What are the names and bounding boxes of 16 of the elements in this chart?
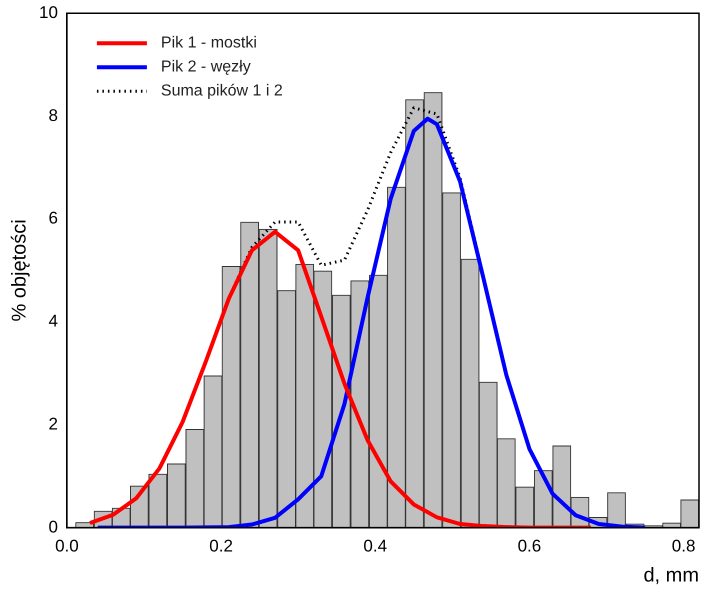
x-tick-label: 0.8: [672, 536, 696, 556]
y-tick-label: 10: [38, 2, 58, 22]
y-tick-label: 8: [48, 106, 58, 125]
y-tick-label: 6: [48, 208, 58, 228]
legend-label: Pik 1 - mostki: [160, 34, 257, 52]
legend-label: Pik 2 - węzły: [160, 58, 251, 76]
x-tick-label: 0.2: [209, 536, 233, 556]
y-axis-title: % objętości: [8, 219, 31, 322]
x-tick-label: 0.6: [518, 536, 542, 556]
y-tick-label: 4: [48, 312, 58, 331]
x-axis-title: d, mm: [643, 564, 699, 587]
x-tick-label: 0.0: [55, 536, 79, 556]
y-tick-label: 2: [48, 414, 58, 434]
y-tick-label: 0: [48, 517, 58, 536]
x-tick-label: 0.4: [363, 536, 388, 556]
legend-label: Suma pików 1 i 2: [160, 82, 283, 100]
